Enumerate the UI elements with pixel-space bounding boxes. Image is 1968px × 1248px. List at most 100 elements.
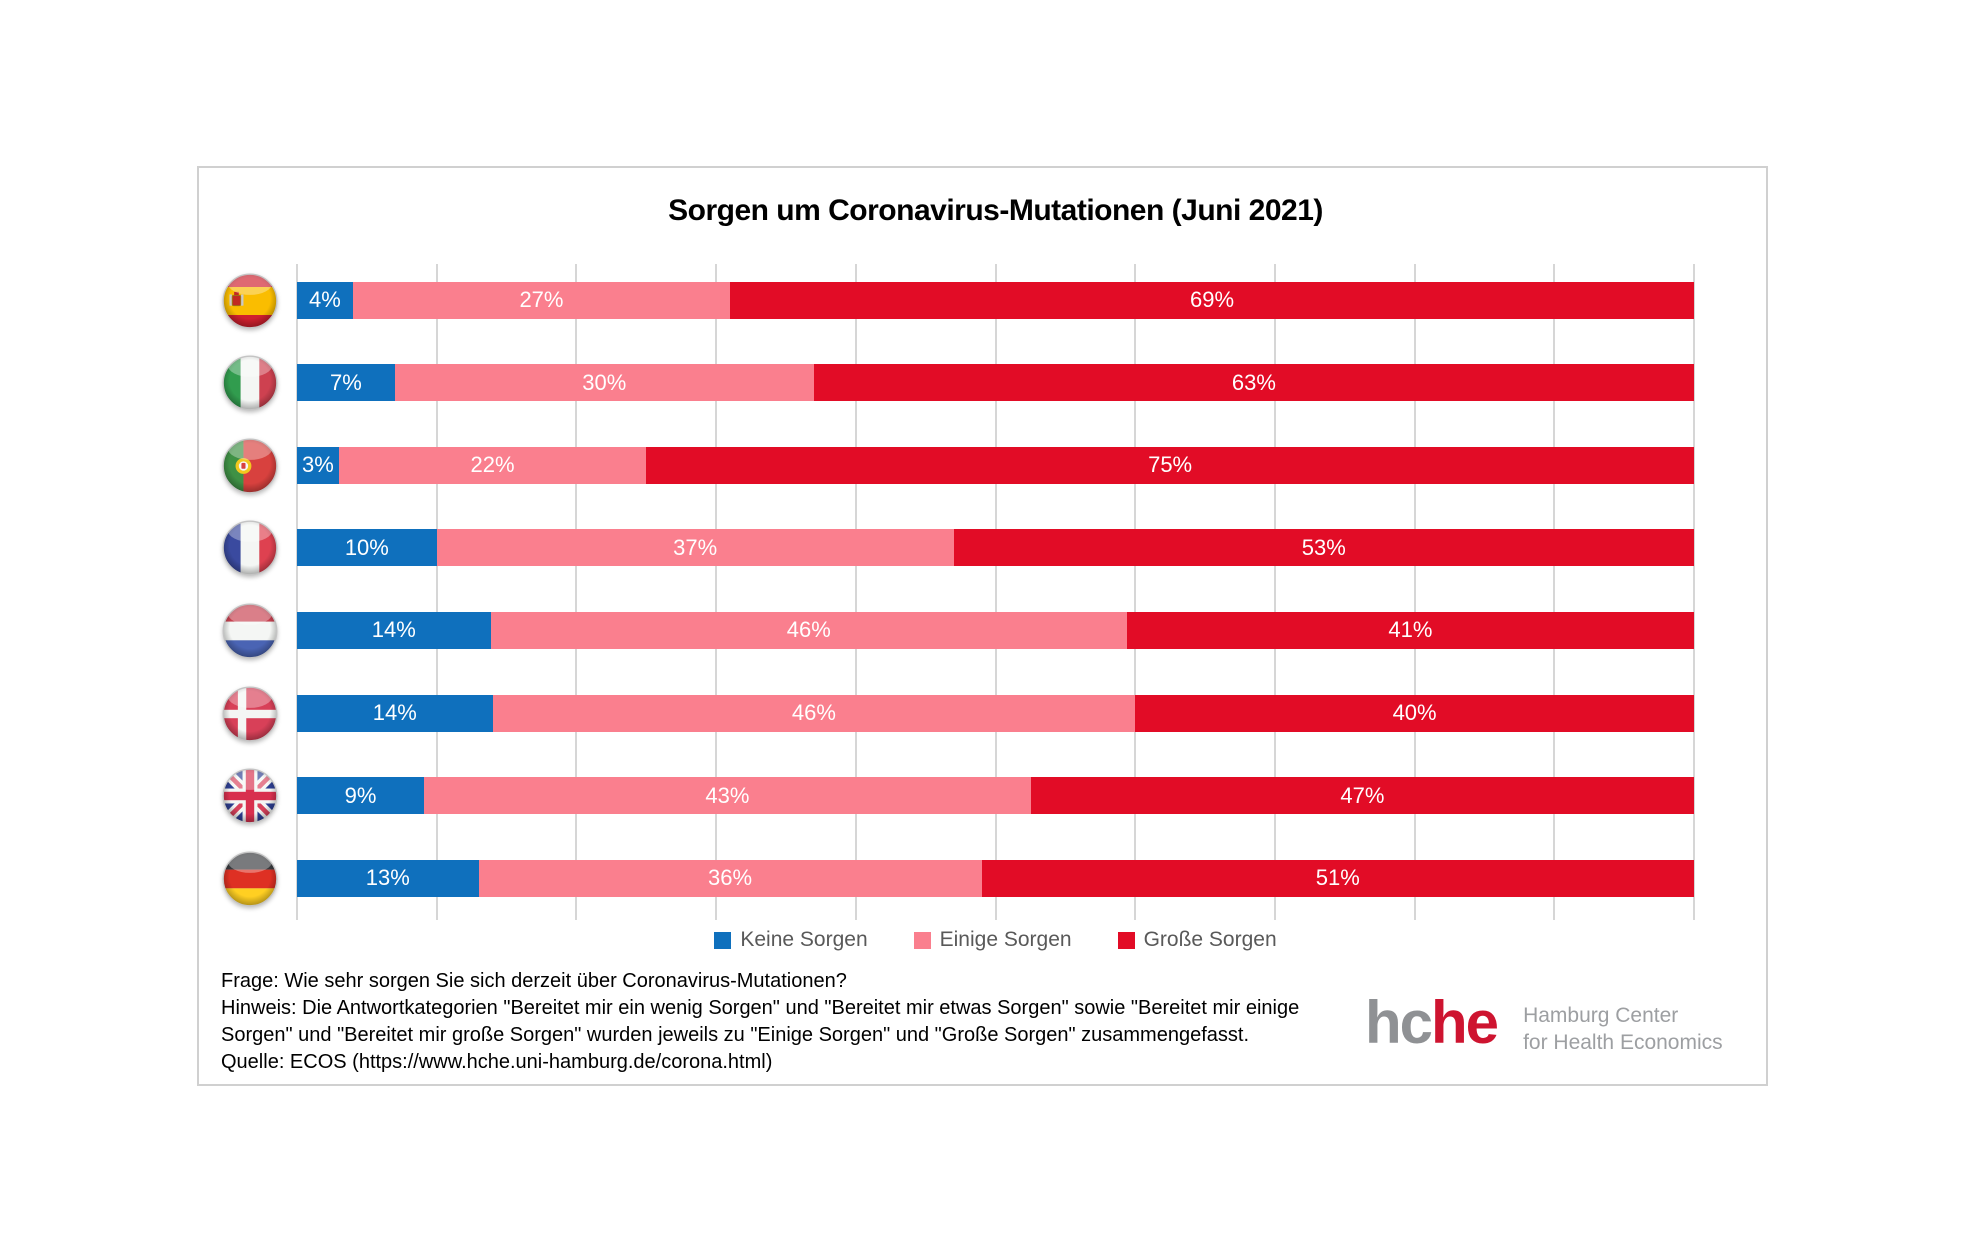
legend-item-einige-sorgen: Einige Sorgen	[913, 928, 1072, 952]
segment-keine-sorgen: 10%	[297, 529, 437, 567]
bar-row-france: 10% 37% 53%	[222, 520, 1694, 576]
gridline	[1413, 264, 1416, 920]
gridline	[715, 264, 718, 920]
footnote-hinweis-2: Sorgen" und "Bereitet mir große Sorgen" …	[221, 1024, 1249, 1046]
bar-row-italy: 7% 30% 63%	[222, 355, 1694, 411]
value-label: 63%	[1231, 369, 1276, 395]
segment-keine-sorgen: 14%	[297, 611, 491, 649]
segment-keine-sorgen: 9%	[297, 777, 424, 815]
footnotes: Frage: Wie sehr sorgen Sie sich derzeit …	[221, 968, 1299, 1076]
hche-logo-subtitle: Hamburg Center for Health Economics	[1523, 1002, 1723, 1056]
legend-label: Keine Sorgen	[740, 928, 868, 951]
segment-grosse-sorgen: 75%	[646, 446, 1694, 484]
segment-einige-sorgen: 37%	[436, 529, 954, 567]
bar-row-uk: 9% 43% 47%	[222, 768, 1694, 824]
value-label: 13%	[365, 865, 410, 891]
stacked-bar: 7% 30% 63%	[297, 364, 1694, 402]
legend-swatch-icon	[1117, 931, 1135, 949]
stacked-bar: 9% 43% 47%	[297, 777, 1694, 815]
value-label: 53%	[1301, 534, 1346, 560]
france-flag-icon	[222, 520, 278, 576]
legend-swatch-icon	[714, 931, 732, 949]
italy-flag-icon	[222, 355, 278, 411]
value-label: 3%	[302, 452, 334, 478]
value-label: 46%	[791, 700, 836, 725]
segment-grosse-sorgen: 47%	[1030, 777, 1694, 815]
hche-logo-word: hche	[1365, 989, 1499, 1056]
value-label: 22%	[470, 452, 515, 478]
denmark-flag-icon	[222, 686, 278, 742]
gridline	[1273, 264, 1276, 920]
stacked-bar: 4% 27% 69%	[297, 281, 1694, 319]
legend-swatch-icon	[913, 931, 931, 949]
value-label: 27%	[519, 287, 564, 312]
segment-grosse-sorgen: 53%	[953, 529, 1694, 567]
segment-einige-sorgen: 30%	[394, 364, 814, 402]
legend-item-keine-sorgen: Keine Sorgen	[714, 928, 868, 952]
value-label: 41%	[1388, 617, 1433, 643]
segment-keine-sorgen: 13%	[297, 859, 479, 897]
gridline	[435, 264, 438, 920]
segment-grosse-sorgen: 69%	[730, 281, 1694, 319]
value-label: 9%	[344, 782, 377, 808]
segment-grosse-sorgen: 41%	[1126, 611, 1694, 649]
segment-keine-sorgen: 4%	[297, 281, 353, 319]
spain-flag-icon	[222, 273, 278, 329]
plot-area: 4% 27% 69% 7% 30% 63% 3% 22% 75% 10% 37% 53% 14% 46% 4…	[222, 264, 1695, 920]
value-label: 75%	[1148, 452, 1193, 478]
chart-title: Sorgen um Coronavirus-Mutationen (Juni 2…	[668, 194, 1323, 227]
hche-logo-subtitle-line1: Hamburg Center	[1523, 1004, 1679, 1027]
legend-label: Große Sorgen	[1143, 928, 1277, 951]
segment-keine-sorgen: 7%	[297, 364, 395, 402]
gridline	[994, 264, 997, 920]
stacked-bar: 3% 22% 75%	[297, 446, 1694, 484]
legend: Keine Sorgen Einige Sorgen Große Sorgen	[297, 928, 1694, 952]
segment-keine-sorgen: 3%	[297, 446, 339, 484]
netherlands-flag-icon	[222, 603, 278, 659]
value-label: 69%	[1190, 287, 1235, 312]
bar-row-spain: 4% 27% 69%	[222, 273, 1694, 328]
uk-flag-icon	[222, 768, 278, 824]
gridline	[1553, 264, 1556, 920]
legend-item-grosse-sorgen: Große Sorgen	[1117, 928, 1277, 952]
hche-logo-red-letters: he	[1431, 989, 1499, 1056]
gridline	[1693, 264, 1695, 920]
stacked-bar: 14% 46% 41%	[297, 611, 1694, 649]
bar-row-portugal: 3% 22% 75%	[222, 438, 1694, 494]
stacked-bar: 13% 36% 51%	[297, 859, 1694, 897]
germany-flag-icon	[222, 851, 278, 907]
value-label: 51%	[1315, 865, 1360, 891]
segment-grosse-sorgen: 63%	[813, 364, 1694, 402]
gridline	[575, 264, 578, 920]
segment-einige-sorgen: 22%	[338, 446, 647, 484]
segment-einige-sorgen: 46%	[492, 694, 1136, 732]
gridline	[854, 264, 857, 920]
value-label: 10%	[344, 534, 389, 560]
segment-grosse-sorgen: 40%	[1135, 694, 1694, 732]
stacked-bar: 10% 37% 53%	[297, 529, 1694, 567]
value-label: 30%	[582, 369, 627, 395]
hche-logo: hche Hamburg Center for Health Economics	[1365, 992, 1723, 1056]
value-label: 7%	[329, 369, 362, 395]
value-label: 14%	[371, 617, 416, 643]
segment-grosse-sorgen: 51%	[981, 859, 1694, 897]
segment-einige-sorgen: 43%	[424, 777, 1031, 815]
bar-row-germany: 13% 36% 51%	[222, 851, 1694, 907]
value-label: 47%	[1340, 782, 1385, 808]
footnote-frage: Frage: Wie sehr sorgen Sie sich derzeit …	[221, 970, 847, 992]
value-label: 46%	[786, 617, 831, 643]
bar-row-denmark: 14% 46% 40%	[222, 686, 1694, 741]
gridline	[296, 264, 298, 920]
segment-einige-sorgen: 46%	[490, 611, 1127, 649]
hche-logo-subtitle-line2: for Health Economics	[1523, 1031, 1723, 1054]
gridline	[1134, 264, 1137, 920]
footnote-quelle: Quelle: ECOS (https://www.hche.uni-hambu…	[221, 1051, 773, 1073]
value-label: 14%	[372, 700, 417, 725]
segment-einige-sorgen: 27%	[352, 281, 731, 319]
footnote-hinweis: Hinweis: Die Antwortkategorien "Bereitet…	[221, 997, 1300, 1019]
portugal-flag-icon	[222, 438, 278, 494]
legend-label: Einige Sorgen	[939, 928, 1072, 951]
stacked-bar: 14% 46% 40%	[297, 694, 1694, 732]
segment-keine-sorgen: 14%	[297, 694, 493, 732]
